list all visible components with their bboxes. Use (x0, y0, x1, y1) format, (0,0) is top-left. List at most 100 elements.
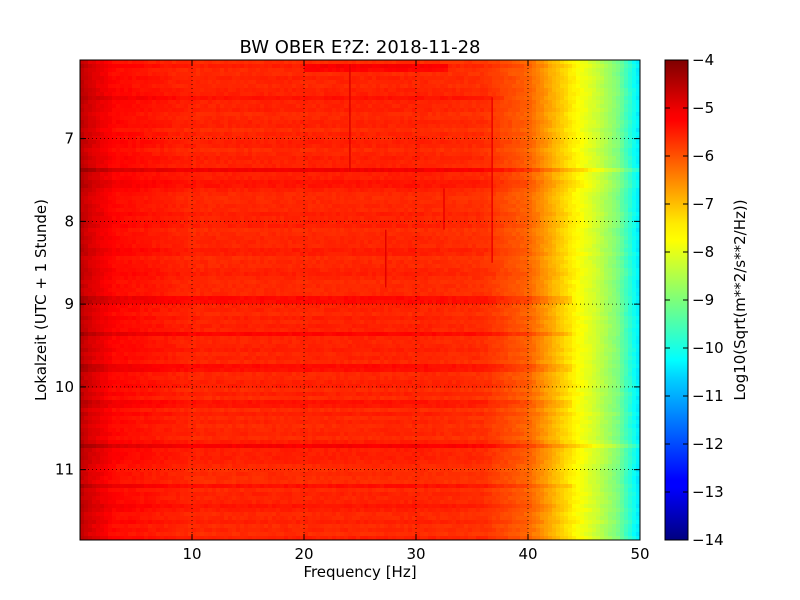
heatmap-cell (440, 184, 445, 189)
heatmap-cell (600, 120, 605, 125)
heatmap-cell (256, 168, 261, 173)
heatmap-cell (620, 176, 625, 181)
heatmap-cell (624, 132, 629, 137)
heatmap-cell (572, 152, 577, 157)
heatmap-cell (128, 200, 133, 205)
heatmap-cell (388, 168, 393, 173)
heatmap-cell (436, 120, 441, 125)
heatmap-cell (184, 184, 189, 189)
heatmap-cell (332, 152, 337, 157)
heatmap-cell (372, 180, 377, 185)
heatmap-cell (260, 104, 265, 109)
heatmap-cell (156, 188, 161, 193)
heatmap-cell (428, 72, 433, 77)
heatmap-cell (132, 168, 137, 173)
heatmap-cell (344, 104, 349, 109)
heatmap-cell (452, 72, 457, 77)
heatmap-cell (444, 164, 449, 169)
heatmap-cell (464, 88, 469, 93)
heatmap-cell (168, 144, 173, 149)
heatmap-cell (536, 160, 541, 165)
heatmap-cell (420, 180, 425, 185)
heatmap-cell (420, 84, 425, 89)
heatmap-cell (424, 100, 429, 105)
heatmap-cell (212, 76, 217, 81)
heatmap-cell (488, 140, 493, 145)
heatmap-cell (404, 176, 409, 181)
heatmap-cell (328, 200, 333, 205)
heatmap-cell (456, 128, 461, 133)
heatmap-cell (492, 148, 497, 153)
heatmap-cell (328, 100, 333, 105)
heatmap-cell (240, 152, 245, 157)
heatmap-cell (628, 152, 633, 157)
heatmap-cell (384, 60, 389, 65)
heatmap-cell (412, 112, 417, 117)
heatmap-cell (172, 140, 177, 145)
heatmap-cell (540, 196, 545, 201)
heatmap-cell (388, 200, 393, 205)
heatmap-cell (576, 164, 581, 169)
heatmap-cell (544, 156, 549, 161)
heatmap-cell (524, 132, 529, 137)
heatmap-cell (132, 76, 137, 81)
heatmap-cell (588, 60, 593, 65)
heatmap-cell (132, 160, 137, 165)
heatmap-cell (560, 192, 565, 197)
heatmap-cell (384, 92, 389, 97)
heatmap-cell (528, 144, 533, 149)
heatmap-cell (300, 196, 305, 201)
heatmap-cell (604, 80, 609, 85)
heatmap-cell (632, 192, 637, 197)
heatmap-cell (384, 200, 389, 205)
heatmap-cell (484, 104, 489, 109)
heatmap-cell (256, 108, 261, 113)
heatmap-cell (224, 200, 229, 205)
heatmap-cell (504, 176, 509, 181)
heatmap-cell (316, 176, 321, 181)
heatmap-cell (440, 72, 445, 77)
heatmap-cell (376, 188, 381, 193)
heatmap-cell (380, 104, 385, 109)
heatmap-cell (448, 76, 453, 81)
heatmap-cell (200, 168, 205, 173)
heatmap-cell (344, 136, 349, 141)
heatmap-cell (500, 184, 505, 189)
heatmap-cell (212, 88, 217, 93)
heatmap-cell (192, 96, 197, 101)
heatmap-cell (284, 72, 289, 77)
heatmap-cell (584, 96, 589, 101)
heatmap-cell (324, 188, 329, 193)
heatmap-cell (260, 180, 265, 185)
heatmap-cell (496, 152, 501, 157)
heatmap-cell (100, 160, 105, 165)
heatmap-cell (260, 132, 265, 137)
heatmap-cell (436, 140, 441, 145)
heatmap-cell (628, 100, 633, 105)
heatmap-cell (240, 116, 245, 121)
heatmap-cell (88, 176, 93, 181)
heatmap-cell (164, 180, 169, 185)
heatmap-cell (592, 140, 597, 145)
heatmap-cell (592, 172, 597, 177)
heatmap-cell (328, 112, 333, 117)
heatmap-cell (532, 140, 537, 145)
heatmap-cell (496, 116, 501, 121)
heatmap-cell (268, 88, 273, 93)
heatmap-cell (516, 180, 521, 185)
heatmap-cell (316, 80, 321, 85)
heatmap-cell (400, 92, 405, 97)
heatmap-cell (168, 164, 173, 169)
heatmap-cell (236, 120, 241, 125)
heatmap-cell (360, 168, 365, 173)
heatmap-cell (288, 152, 293, 157)
heatmap-cell (604, 172, 609, 177)
heatmap-cell (152, 140, 157, 145)
heatmap-cell (200, 92, 205, 97)
heatmap-cell (256, 88, 261, 93)
heatmap-cell (224, 80, 229, 85)
heatmap-cell (384, 64, 389, 69)
heatmap-cell (204, 160, 209, 165)
heatmap-cell (600, 96, 605, 101)
heatmap-cell (468, 132, 473, 137)
